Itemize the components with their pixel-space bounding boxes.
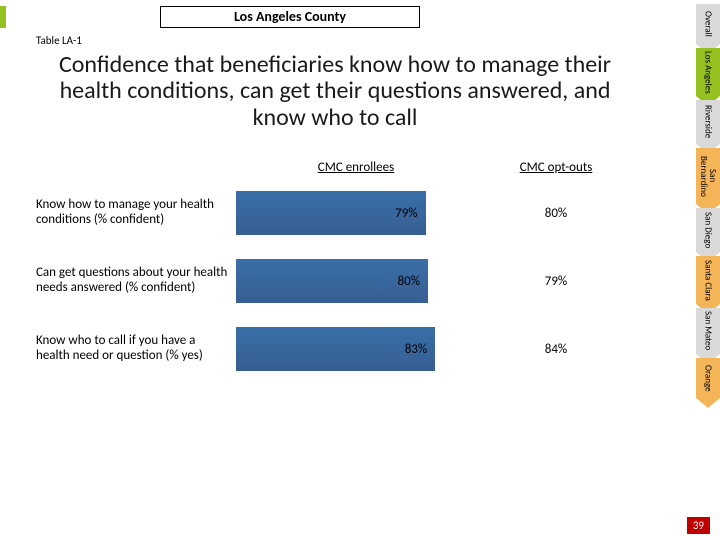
region-header: Los Angeles County bbox=[160, 6, 420, 28]
bar-track: 79% bbox=[236, 191, 476, 235]
chart-row: Know who to call if you have a health ne… bbox=[36, 319, 666, 379]
side-nav-tab[interactable]: San Mateo bbox=[696, 308, 720, 354]
side-nav-tab[interactable]: San Diego bbox=[696, 208, 720, 252]
side-nav-label: Los Angeles bbox=[704, 51, 713, 94]
optout-value: 80% bbox=[476, 206, 636, 221]
side-nav-label: Riverside bbox=[704, 105, 713, 138]
side-nav-tab[interactable]: Los Angeles bbox=[696, 48, 720, 96]
header-spacer bbox=[36, 160, 236, 175]
chevron-down-icon bbox=[696, 398, 720, 408]
page-number: 39 bbox=[693, 519, 704, 532]
page-number-badge: 39 bbox=[687, 517, 710, 534]
side-nav-tab[interactable]: Overall bbox=[696, 4, 720, 44]
region-header-text: Los Angeles County bbox=[234, 8, 346, 25]
side-nav-tab[interactable]: San Bernardino bbox=[696, 148, 720, 204]
table-label: Table LA-1 bbox=[36, 34, 82, 47]
col-header-enrollees: CMC enrollees bbox=[236, 160, 476, 175]
optout-value: 84% bbox=[476, 342, 636, 357]
chart-row-label: Know who to call if you have a health ne… bbox=[36, 334, 236, 364]
side-nav-label: San Mateo bbox=[704, 311, 713, 350]
bar: 79% bbox=[236, 191, 426, 235]
bar-track: 83% bbox=[236, 327, 476, 371]
side-nav-label: Santa Clara bbox=[704, 260, 713, 301]
bar-track: 80% bbox=[236, 259, 476, 303]
chart-row-label: Can get questions about your health need… bbox=[36, 266, 236, 296]
bar: 83% bbox=[236, 327, 435, 371]
side-nav-tab[interactable]: Santa Clara bbox=[696, 256, 720, 304]
side-nav-label: San Diego bbox=[704, 212, 713, 248]
col-header-optouts: CMC opt-outs bbox=[476, 160, 636, 175]
header-accent bbox=[0, 6, 6, 28]
chart-row: Can get questions about your health need… bbox=[36, 251, 666, 311]
bar: 80% bbox=[236, 259, 428, 303]
chart: CMC enrollees CMC opt-outs Know how to m… bbox=[36, 160, 666, 387]
side-nav-label: Orange bbox=[704, 365, 713, 392]
chart-row-label: Know how to manage your health condition… bbox=[36, 198, 236, 228]
chart-row: Know how to manage your health condition… bbox=[36, 183, 666, 243]
side-nav: Overall Los Angeles Riverside San Bernardin… bbox=[696, 4, 720, 398]
chart-rows: Know how to manage your health condition… bbox=[36, 183, 666, 379]
side-nav-tab[interactable]: Riverside bbox=[696, 100, 720, 144]
side-nav-label: San Bernardino bbox=[699, 150, 717, 202]
optout-value: 79% bbox=[476, 274, 636, 289]
chart-column-headers: CMC enrollees CMC opt-outs bbox=[36, 160, 666, 175]
side-nav-label: Overall bbox=[704, 11, 713, 37]
side-nav-tab[interactable]: Orange bbox=[696, 358, 720, 398]
page-title: Confidence that beneficiaries know how t… bbox=[55, 52, 615, 131]
